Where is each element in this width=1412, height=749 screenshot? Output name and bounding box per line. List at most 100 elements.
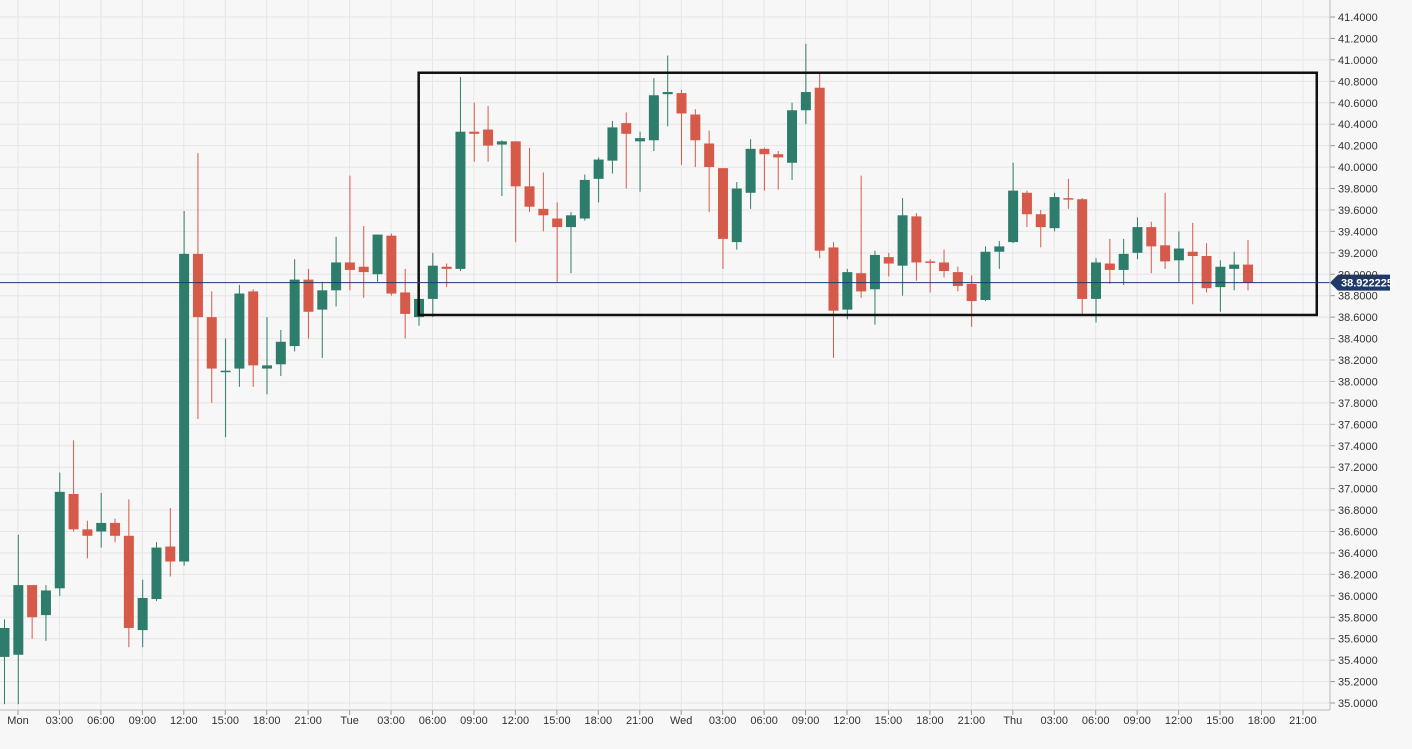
candle	[82, 520, 93, 559]
candle-body	[455, 131, 466, 269]
candle-body	[842, 272, 853, 310]
candle	[883, 252, 894, 277]
candle-body	[358, 266, 369, 273]
candle	[593, 157, 604, 203]
x-tick-label: 09:00	[1123, 715, 1151, 727]
candle	[262, 317, 273, 395]
x-tick-label: 15:00	[875, 715, 903, 727]
x-tick-label: 15:00	[211, 715, 239, 727]
candle-body	[593, 159, 604, 179]
x-tick-label: 12:00	[833, 715, 861, 727]
candle	[206, 291, 217, 403]
candle-body	[303, 279, 314, 312]
candle	[1104, 238, 1115, 284]
x-tick-label: 06:00	[87, 715, 115, 727]
candle-body	[96, 522, 107, 532]
candle	[911, 213, 922, 281]
candle-body	[1187, 251, 1198, 257]
candle	[952, 266, 963, 292]
y-tick-label: 36.0000	[1338, 591, 1378, 603]
x-tick-label: 06:00	[419, 715, 447, 727]
candle-body	[869, 254, 880, 290]
candle-body	[496, 141, 507, 145]
candle	[400, 268, 411, 339]
candle	[787, 102, 798, 180]
candle-body	[1049, 197, 1060, 229]
candle-body	[1091, 262, 1102, 299]
x-tick-label: 12:00	[1165, 715, 1193, 727]
candle-body	[27, 585, 38, 618]
y-axis: 41.4000 41.2000 41.0000 40.8000 40.6000 40.40…	[1329, 0, 1378, 710]
candle-body	[552, 218, 563, 228]
candle	[1243, 239, 1253, 291]
y-tick-label: 39.4000	[1338, 226, 1378, 238]
candle-body	[192, 253, 203, 318]
y-tick-label: 40.6000	[1338, 98, 1378, 110]
candle	[635, 131, 646, 192]
candle-body	[1118, 253, 1129, 270]
candle	[717, 168, 728, 269]
candle-body	[0, 627, 10, 657]
x-tick-label: 06:00	[1082, 715, 1110, 727]
candle-body	[54, 491, 65, 589]
candle-body	[731, 188, 742, 243]
y-tick-label: 39.2000	[1338, 248, 1378, 260]
candle-body	[1243, 264, 1253, 283]
candle	[123, 499, 134, 648]
candle	[869, 250, 880, 325]
candle	[731, 182, 742, 250]
candle	[289, 259, 300, 352]
candle-body	[386, 235, 397, 294]
candle-body	[538, 208, 549, 216]
candle	[800, 43, 811, 125]
candle	[814, 73, 825, 259]
current-price-layer: 38.922225	[0, 274, 1393, 291]
candle-body	[68, 493, 79, 530]
candle	[1077, 198, 1088, 314]
x-tick-label: 21:00	[626, 715, 654, 727]
candle	[994, 241, 1005, 269]
range-box[interactable]	[417, 71, 1319, 317]
candle	[1160, 192, 1171, 269]
x-tick-label: 03:00	[709, 715, 737, 727]
candle	[1008, 162, 1019, 244]
y-tick-label: 38.6000	[1338, 312, 1378, 324]
candle-body	[469, 131, 480, 134]
candle	[524, 147, 535, 213]
y-tick-label: 40.4000	[1338, 119, 1378, 131]
candle	[40, 585, 51, 641]
candle	[704, 130, 715, 213]
x-tick-label: 21:00	[1289, 715, 1317, 727]
candle-body	[510, 141, 521, 187]
y-tick-label: 37.0000	[1338, 484, 1378, 496]
candle	[137, 579, 148, 648]
x-tick-label: 09:00	[460, 715, 488, 727]
x-tick-label: 18:00	[585, 715, 613, 727]
candle	[165, 507, 176, 577]
candle	[1049, 192, 1060, 232]
candle	[538, 172, 549, 232]
candle	[759, 147, 770, 191]
candle-body	[372, 234, 383, 275]
candle-body	[773, 154, 784, 158]
x-tick-label: 21:00	[958, 715, 986, 727]
candle-body	[579, 179, 590, 219]
candle	[469, 102, 480, 162]
candle-body	[1132, 227, 1143, 253]
x-tick-label: Mon	[7, 715, 28, 727]
candle	[1173, 231, 1184, 282]
candle	[565, 212, 576, 274]
x-tick-label: 12:00	[170, 715, 198, 727]
y-tick-label: 35.6000	[1338, 634, 1378, 646]
candle	[110, 518, 121, 543]
candle-body	[980, 251, 991, 300]
candle-body	[828, 247, 839, 311]
y-tick-label: 36.8000	[1338, 505, 1378, 517]
candle-body	[883, 257, 894, 264]
current-price-tag: 38.922225	[1330, 274, 1393, 291]
candle-body	[648, 95, 659, 141]
candle-body	[994, 246, 1005, 252]
y-tick-label: 37.6000	[1338, 419, 1378, 431]
